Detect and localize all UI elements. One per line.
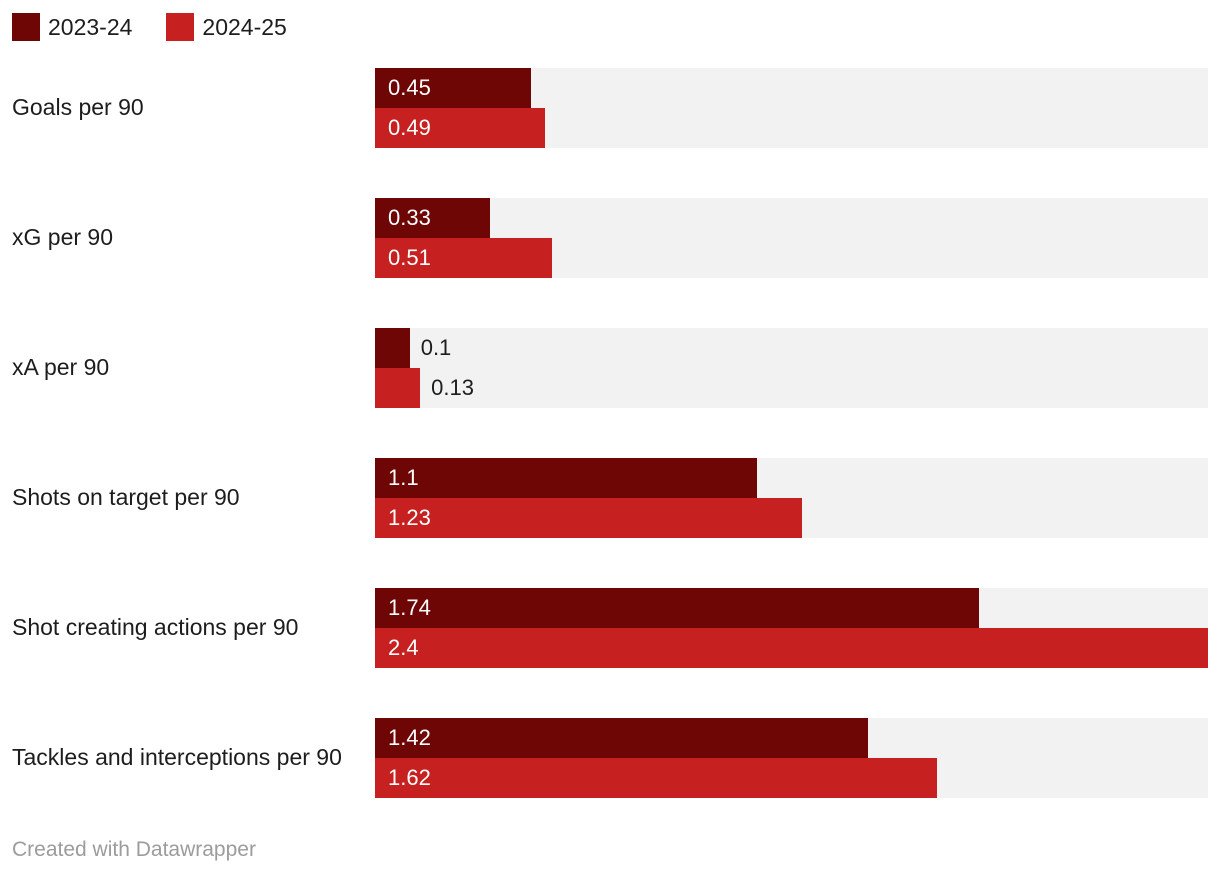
- bar-2023-24: 0.45: [375, 68, 532, 108]
- bar-2023-24: 0.33: [375, 198, 490, 238]
- value-label: 0.49: [388, 115, 431, 140]
- bar-track: 1.74 2.4: [375, 588, 1208, 668]
- category-label: Shots on target per 90: [12, 484, 240, 511]
- bar-track: 1.1 1.23: [375, 458, 1208, 538]
- value-label: 1.74: [388, 595, 431, 620]
- bar-track: 0.1 0.13: [375, 328, 1208, 408]
- bar-2024-25: 0.49: [375, 108, 546, 148]
- legend-item-2024-25: 2024-25: [166, 13, 287, 41]
- value-label: 1.62: [388, 765, 431, 790]
- chart-row: xG per 90 0.33 0.51: [0, 198, 1208, 278]
- attribution: Created with Datawrapper: [12, 838, 256, 861]
- value-label: 1.1: [388, 465, 419, 490]
- legend-swatch-2024-25: [166, 13, 195, 41]
- value-label: 1.42: [388, 725, 431, 750]
- bar-2024-25: 0.13: [375, 368, 474, 408]
- legend-label-2024-25: 2024-25: [202, 14, 287, 40]
- bar-2023-24: 1.1: [375, 458, 757, 498]
- chart-row: xA per 90 0.1 0.13: [0, 328, 1208, 408]
- category-label: Shot creating actions per 90: [12, 614, 299, 641]
- chart-row: Goals per 90 0.45 0.49: [0, 68, 1208, 148]
- category-label: Goals per 90: [12, 94, 144, 121]
- category-label: xA per 90: [12, 354, 110, 381]
- chart-row: Shots on target per 90 1.1 1.23: [0, 458, 1208, 538]
- value-label: 0.13: [431, 375, 474, 400]
- bar-2023-24: 0.1: [375, 328, 451, 368]
- legend-label-2023-24: 2023-24: [48, 14, 133, 40]
- bar-chart: Goals per 90 0.45 0.49 xG per 90 0.33 0.51 xA …: [0, 68, 1208, 798]
- value-label: 0.1: [420, 335, 452, 360]
- legend-swatch-2023-24: [12, 13, 40, 41]
- bar-2024-25: 1.23: [375, 498, 802, 538]
- value-label: 0.33: [388, 205, 431, 230]
- legend: 2023-24 2024-25: [12, 13, 321, 41]
- value-label: 2.4: [388, 635, 419, 660]
- bar-2024-25: 0.51: [375, 238, 552, 278]
- bar-track: 1.42 1.62: [375, 718, 1208, 798]
- bar-2024-25: 2.4: [375, 628, 1208, 668]
- chart-row: Shot creating actions per 90 1.74 2.4: [0, 588, 1208, 668]
- chart-row: Tackles and interceptions per 90 1.42 1.62: [0, 718, 1208, 798]
- bar-2023-24: 1.42: [375, 718, 868, 758]
- value-label: 1.23: [388, 505, 431, 530]
- category-label: xG per 90: [12, 224, 113, 251]
- legend-item-2023-24: 2023-24: [12, 13, 132, 41]
- bar-track: 0.33 0.51: [375, 198, 1208, 278]
- value-label: 0.51: [388, 245, 431, 270]
- bar-2024-25: 1.62: [375, 758, 938, 798]
- bar-2023-24: 1.74: [375, 588, 979, 628]
- bar-track: 0.45 0.49: [375, 68, 1208, 148]
- category-label: Tackles and interceptions per 90: [12, 744, 342, 771]
- value-label: 0.45: [388, 75, 431, 100]
